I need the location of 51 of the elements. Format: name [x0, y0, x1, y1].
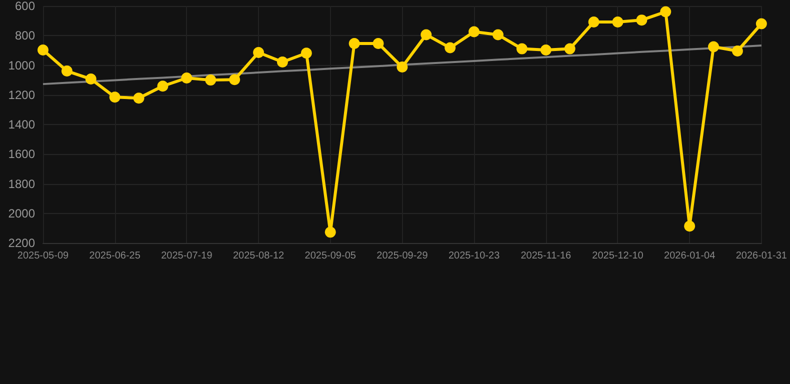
point: [229, 74, 240, 86]
point: [300, 48, 312, 59]
y-tick-label: 600: [14, 0, 36, 13]
y-tick-label: 1200: [8, 88, 36, 102]
point: [468, 26, 480, 38]
point: [420, 29, 432, 40]
point: [636, 14, 648, 26]
x-tick-label: 2025-11-16: [520, 250, 572, 262]
x-tick-label: 2025-07-19: [161, 250, 213, 262]
point: [348, 38, 360, 49]
x-tick-label: 2025-05-09: [17, 250, 70, 262]
point: [324, 226, 336, 238]
point: [684, 220, 696, 232]
x-tick-label: 2025-10-23: [448, 250, 500, 262]
point: [109, 92, 120, 103]
x-tick-label: 2025-06-25: [89, 250, 141, 262]
point: [564, 43, 576, 54]
point: [612, 16, 624, 28]
point: [372, 38, 384, 49]
point: [444, 42, 456, 54]
x-tick-label: 2025-09-05: [304, 250, 356, 262]
x-tick-label: 2026-01-31: [736, 250, 788, 262]
point: [61, 66, 72, 77]
y-tick-label: 1000: [8, 58, 36, 72]
point: [181, 72, 192, 84]
y-tick-label: 1800: [8, 176, 36, 191]
point: [205, 74, 216, 86]
y-tick-label: 1400: [8, 118, 36, 132]
point: [253, 47, 264, 58]
y-tick-label: 2000: [8, 206, 36, 220]
point: [38, 44, 48, 56]
y-tick-label: 1600: [8, 147, 36, 162]
point: [708, 41, 720, 52]
point: [157, 80, 168, 92]
point: [492, 29, 504, 40]
point: [396, 62, 408, 73]
y-tick-label: 800: [14, 28, 36, 43]
point: [276, 56, 288, 68]
point: [660, 6, 672, 18]
point: [85, 74, 96, 85]
x-tick-label: 2026-01-04: [664, 250, 716, 262]
point: [732, 46, 743, 57]
y-tick-label: 2200: [8, 236, 36, 250]
x-tick-label: 2025-08-12: [232, 250, 285, 262]
point: [588, 16, 600, 28]
point: [516, 43, 528, 54]
x-tick-label: 2025-09-29: [376, 250, 428, 262]
x-tick-label: 2025-12-10: [592, 250, 644, 262]
point: [540, 44, 552, 56]
point: [133, 92, 144, 104]
point: [756, 18, 767, 30]
